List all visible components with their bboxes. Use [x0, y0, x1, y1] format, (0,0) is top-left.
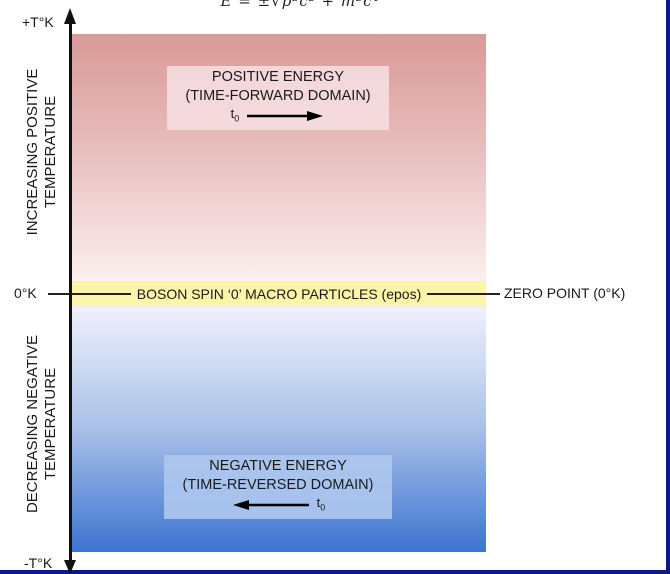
lower-side-label: DECREASING NEGATIVE TEMPERATURE [24, 324, 64, 524]
positive-energy-subtitle: (TIME-FORWARD DOMAIN) [185, 88, 371, 104]
arrow-right-icon [247, 111, 324, 121]
positive-energy-box: POSITIVE ENERGY (TIME-FORWARD DOMAIN) t0 [167, 66, 389, 130]
negative-time-label: t0 [316, 494, 326, 513]
negative-energy-title: NEGATIVE ENERGY [209, 458, 347, 474]
boson-label-container: BOSON SPIN ‘0’ MACRO PARTICLES (epos) [72, 281, 486, 306]
axis-zero-label: 0°K [14, 285, 37, 301]
axis-arrow-down-icon [64, 560, 76, 574]
zero-point-label: ZERO POINT (0°K) [504, 285, 626, 301]
positive-time-label: t0 [230, 105, 240, 124]
zero-line-right [486, 293, 500, 295]
lower-side-label-line1: DECREASING NEGATIVE [24, 334, 41, 514]
negative-energy-subtitle: (TIME-REVERSED DOMAIN) [182, 477, 374, 493]
axis-arrow-up-icon [64, 8, 76, 24]
arrow-left-icon [232, 500, 309, 510]
lower-side-label-line2: TEMPERATURE [42, 367, 59, 481]
temperature-axis [69, 20, 72, 566]
zero-line-left [48, 293, 70, 295]
upper-side-label: INCREASING POSITIVE TEMPERATURE [24, 52, 64, 252]
upper-side-label-line2: TEMPERATURE [42, 95, 59, 209]
negative-energy-box: NEGATIVE ENERGY (TIME-REVERSED DOMAIN) t… [164, 455, 392, 519]
axis-bottom-label: -T°K [24, 555, 53, 571]
axis-top-label: +T°K [22, 14, 54, 30]
upper-side-label-line1: INCREASING POSITIVE [24, 68, 41, 236]
positive-energy-title: POSITIVE ENERGY [211, 69, 345, 85]
energy-formula: E = ±√p²c² + m²c⁴ [220, 0, 380, 10]
boson-label: BOSON SPIN ‘0’ MACRO PARTICLES (epos) [130, 285, 428, 302]
